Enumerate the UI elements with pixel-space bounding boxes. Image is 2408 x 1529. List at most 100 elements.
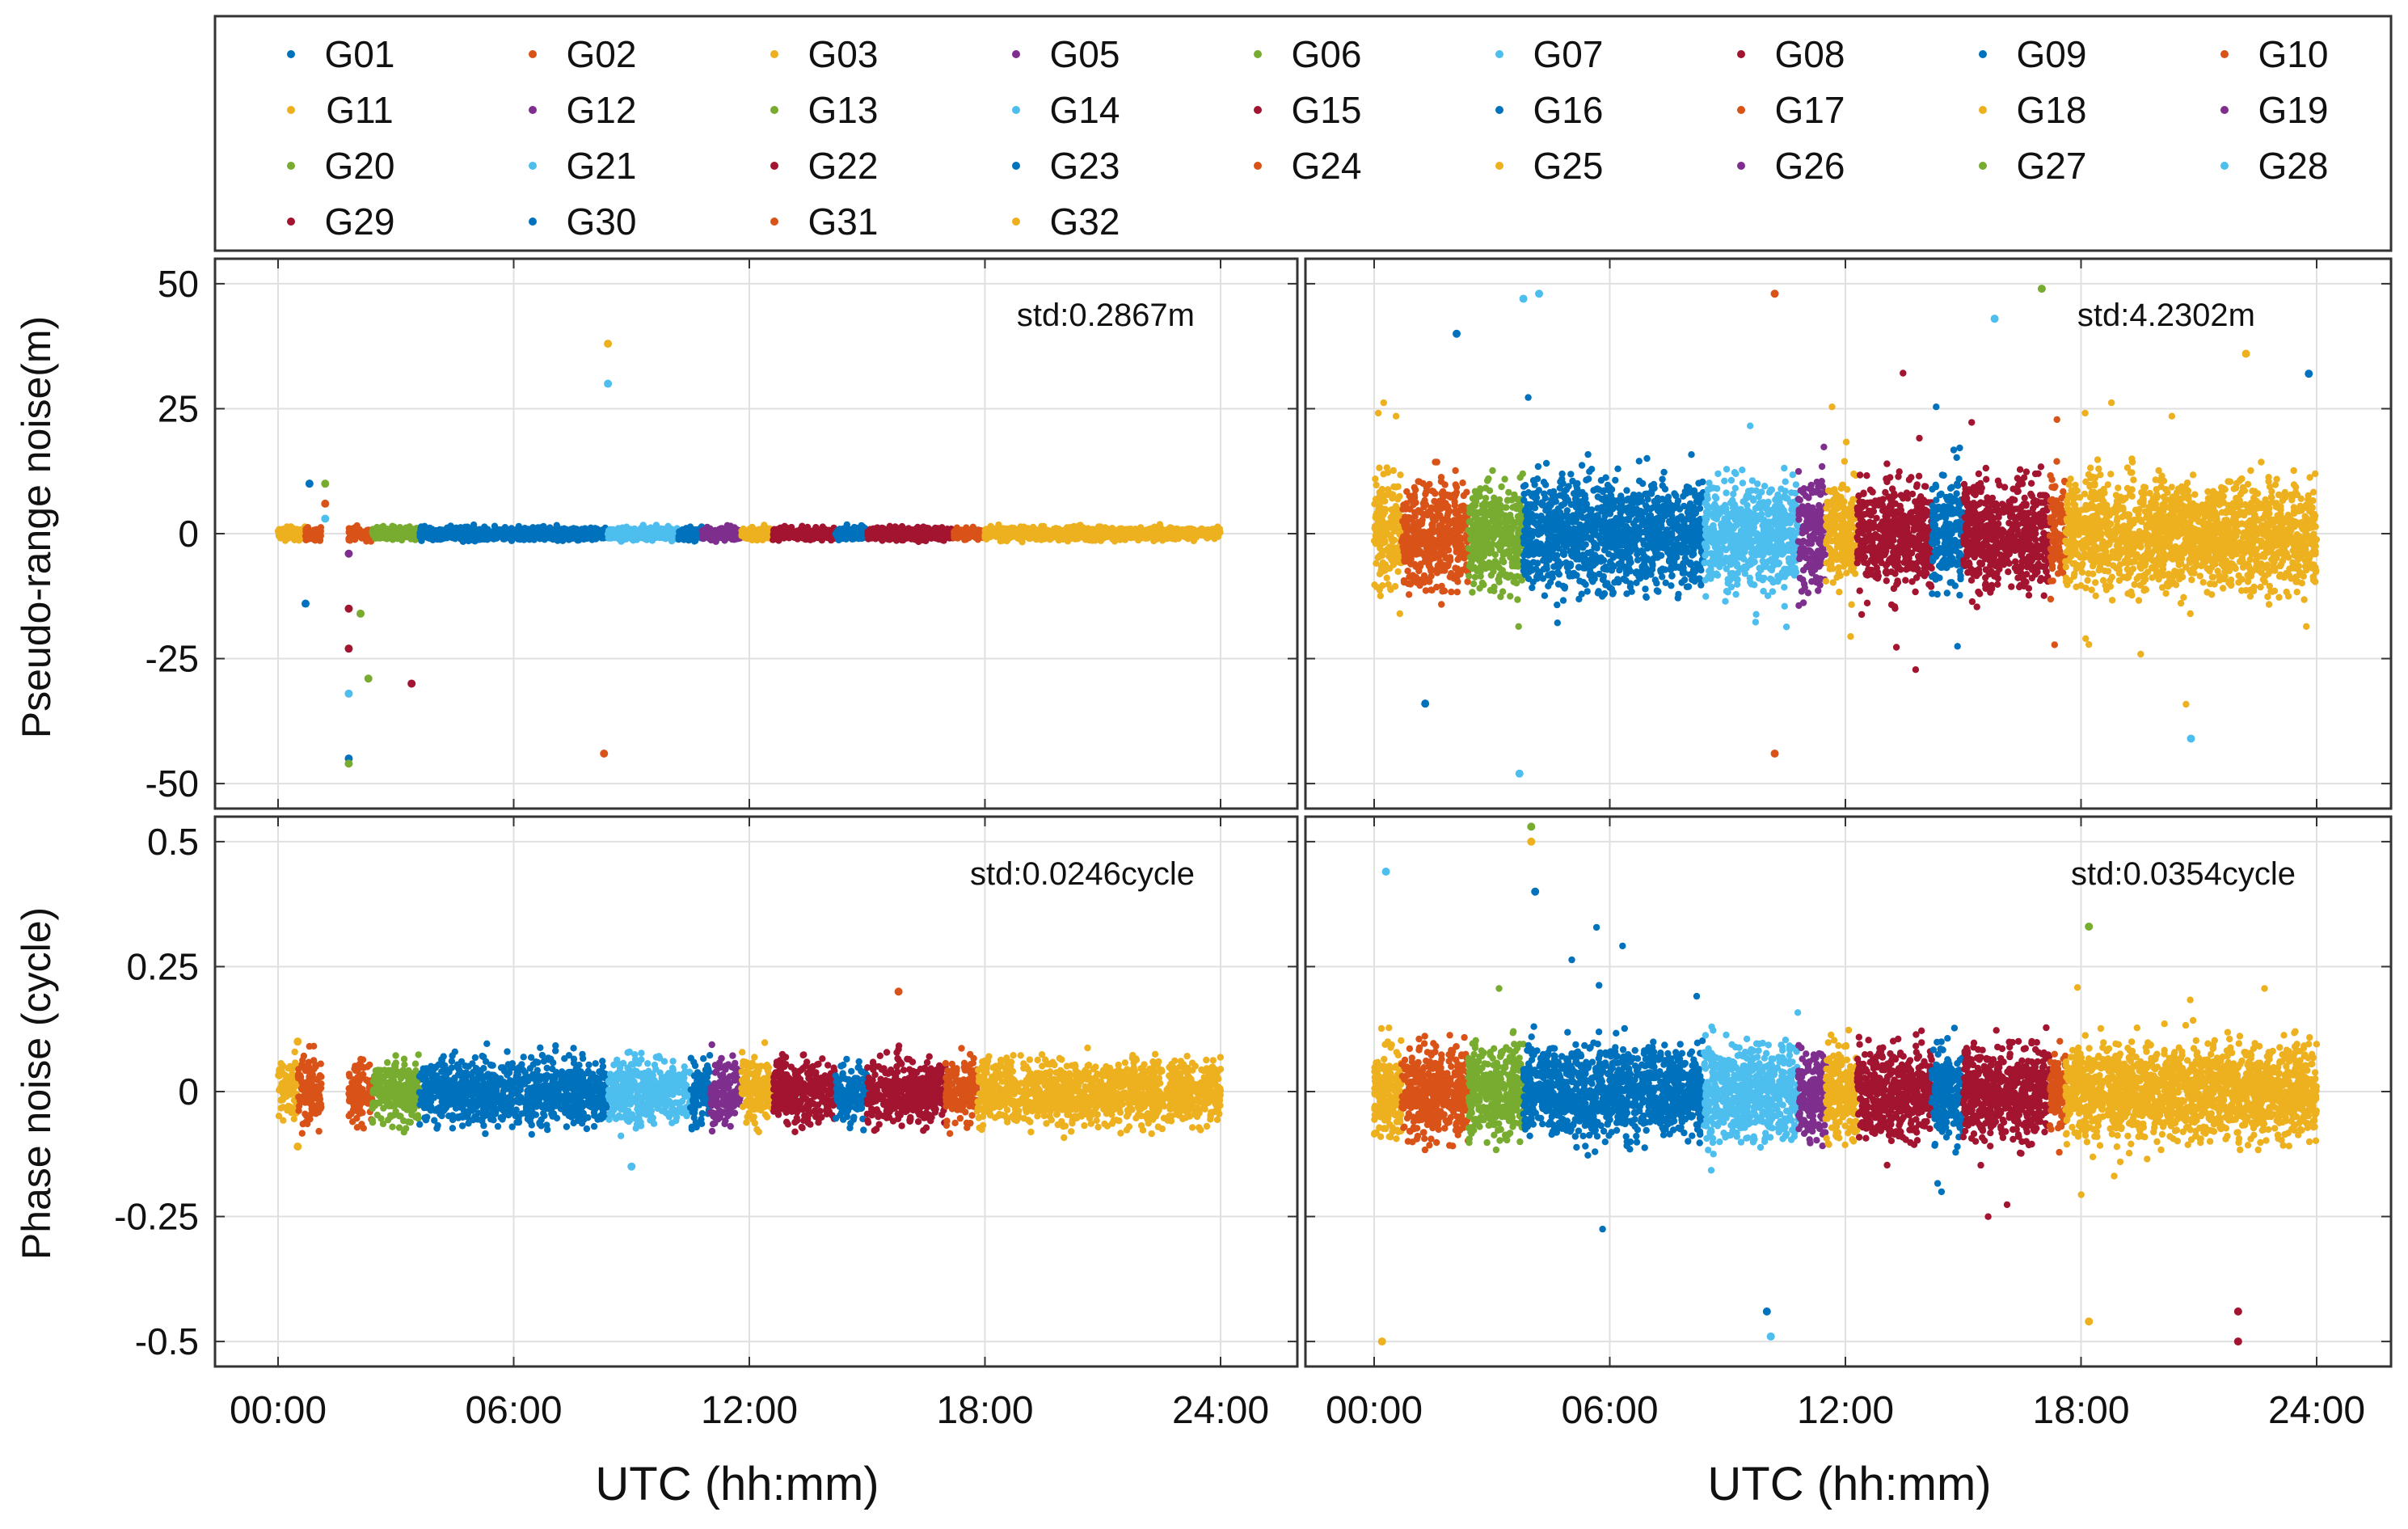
legend-marker-g02 [529,50,537,58]
data-point [406,523,413,530]
data-point [1000,525,1007,532]
legend-label-g08: G08 [1775,33,1845,75]
data-point [578,534,585,543]
data-point [633,528,640,535]
data-point [744,531,753,539]
legend-marker-g25 [1495,162,1503,170]
data-point [1463,488,1470,496]
outlier-point-g06 [344,759,353,768]
data-point [1452,467,1459,475]
data-point [632,534,639,542]
data-point [1377,592,1385,600]
legend-label-g24: G24 [1292,145,1362,187]
scatter-points [274,340,1224,768]
data-point [889,534,896,542]
data-point [1439,488,1447,496]
data-point [1187,530,1194,538]
data-point [1377,503,1384,510]
data-point [345,525,352,532]
legend-label-g31: G31 [808,201,879,243]
data-point [644,534,652,542]
legend-label-g25: G25 [1533,145,1604,187]
data-point [727,522,734,530]
data-point [1143,534,1151,542]
data-point [1372,513,1380,522]
legend-label-g16: G16 [1533,89,1604,131]
data-point [892,523,899,530]
legend-marker-g06 [1254,50,1262,58]
legend-label-g26: G26 [1775,145,1845,187]
data-point [685,534,693,542]
legend-label-g02: G02 [567,33,637,75]
outlier-point-g02 [600,750,609,758]
data-point [394,531,401,539]
data-point [1115,526,1122,534]
data-point [1392,517,1399,524]
data-point [836,532,844,539]
data-point [1438,601,1445,608]
data-point [1459,479,1466,487]
data-point [847,532,855,539]
series-g24 [345,522,376,545]
series-g27 [369,522,423,544]
legend-label-g05: G05 [1050,33,1120,75]
data-point [470,530,478,538]
legend-marker-g15 [1254,106,1262,114]
data-point [865,535,872,543]
y-tick-label: -25 [145,638,199,680]
data-point [754,534,761,543]
data-point [840,525,847,533]
data-point [1454,555,1461,564]
data-point [451,529,458,536]
data-point [919,530,926,538]
data-point [1123,532,1131,539]
data-point [872,533,879,540]
legend-marker-g08 [1737,50,1745,58]
data-point [1397,471,1404,479]
legend-marker-g03 [770,50,778,58]
data-point [482,530,490,538]
data-point [1433,458,1440,466]
legend-marker-g18 [1979,106,1987,114]
data-point [517,536,524,543]
data-point [1016,531,1024,539]
data-point [1394,568,1402,576]
data-point [939,534,947,541]
data-point [787,530,794,538]
legend-label-g12: G12 [567,89,637,131]
legend-label-g13: G13 [808,89,879,131]
data-point [546,533,555,540]
data-point [995,532,1002,539]
data-point [1379,582,1386,589]
data-point [399,530,407,537]
legend-marker-g26 [1737,162,1745,170]
data-point [1411,486,1419,494]
legend-label-g22: G22 [808,145,879,187]
data-point [428,527,435,534]
data-point [898,536,905,544]
data-point [802,526,809,534]
data-point [1379,560,1387,568]
legend-marker-g23 [1012,162,1020,170]
data-point [1016,526,1023,533]
legend-marker-g07 [1495,50,1503,58]
legend-label-g21: G21 [567,145,637,187]
outlier-point-g06 [364,674,373,683]
data-point [303,532,311,540]
data-point [1372,540,1380,547]
legend-label-g17: G17 [1775,89,1845,131]
series-g25 [274,523,310,544]
series-g24 [302,524,325,544]
data-point [315,530,323,538]
legend-label-g18: G18 [2017,89,2087,131]
data-point [443,524,451,531]
data-point [1206,528,1213,535]
data-point [593,534,600,541]
data-point [1056,530,1065,537]
legend-label-g11: G11 [326,89,394,131]
legend-marker-g16 [1495,106,1503,114]
data-point [922,524,930,532]
outlier-point-g02 [321,499,330,508]
data-point [582,528,590,535]
